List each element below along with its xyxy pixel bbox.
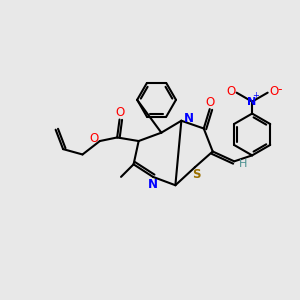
Text: O: O bbox=[269, 85, 278, 98]
Text: N: N bbox=[248, 97, 257, 106]
Text: O: O bbox=[226, 85, 236, 98]
Text: H: H bbox=[238, 159, 247, 169]
Text: N: N bbox=[184, 112, 194, 125]
Text: O: O bbox=[90, 132, 99, 145]
Text: -: - bbox=[277, 83, 282, 96]
Text: O: O bbox=[116, 106, 125, 119]
Text: N: N bbox=[147, 178, 158, 191]
Text: S: S bbox=[192, 168, 200, 181]
Text: +: + bbox=[252, 91, 259, 100]
Text: O: O bbox=[206, 96, 215, 109]
